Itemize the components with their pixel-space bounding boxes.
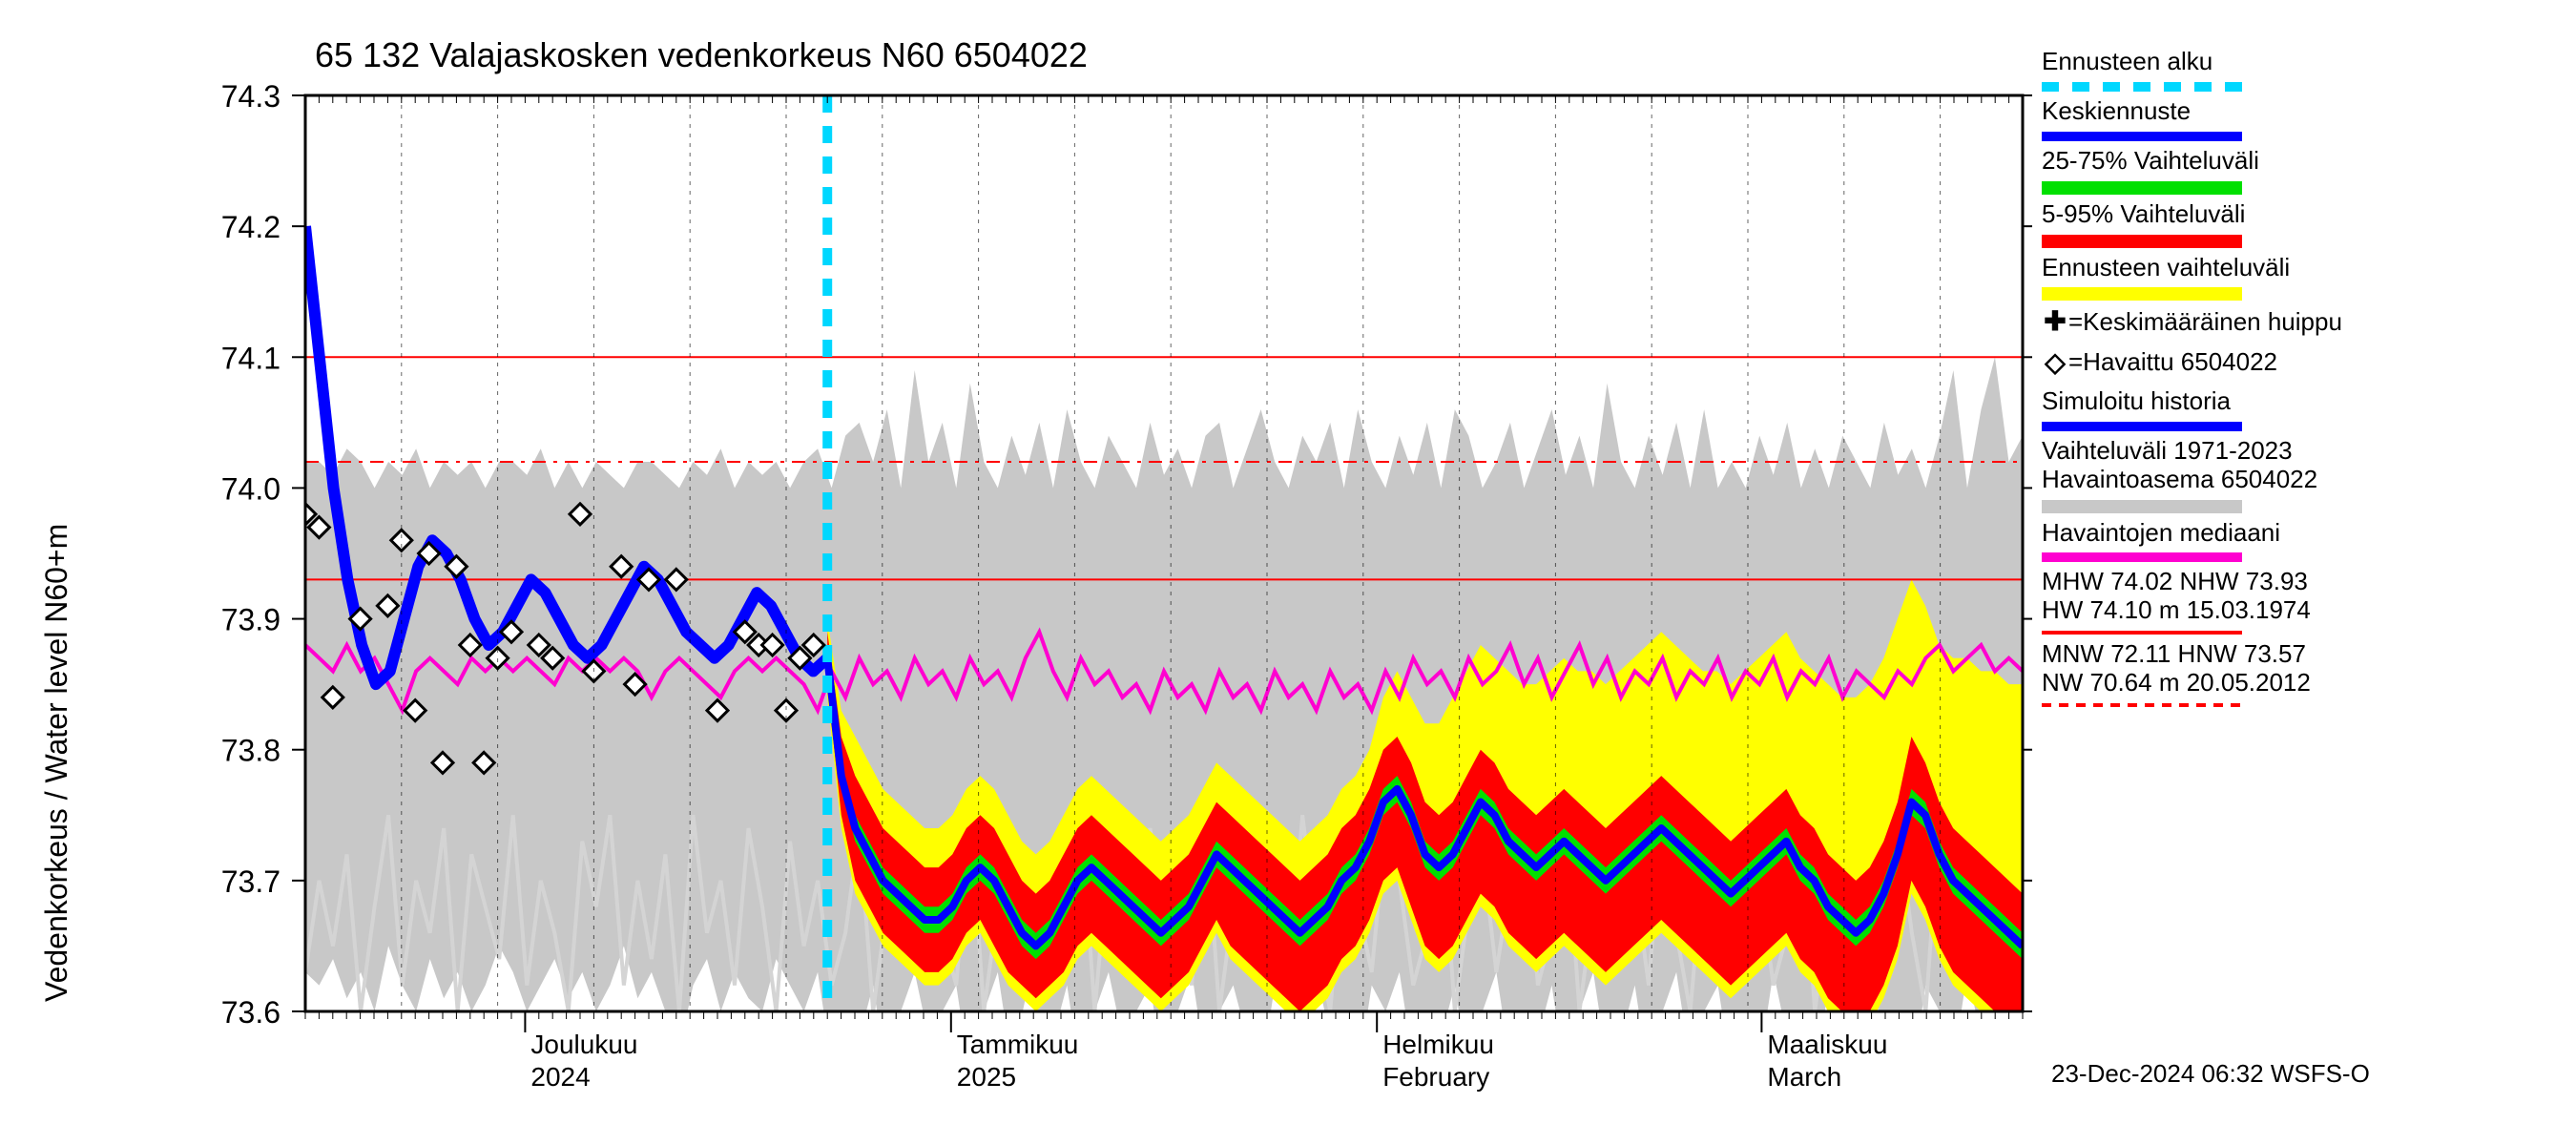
legend-label: Ennusteen alku <box>2042 48 2557 76</box>
legend-item: HW 74.10 m 15.03.1974 <box>2042 596 2557 635</box>
legend-swatch <box>2042 552 2242 562</box>
legend-label: MNW 72.11 HNW 73.57 <box>2042 640 2557 669</box>
legend-item: Havaintojen mediaani <box>2042 519 2557 563</box>
y-tick-label: 73.8 <box>221 734 280 768</box>
y-tick-label: 74.0 <box>221 471 280 506</box>
legend-item: ◇=Havaittu 6504022 <box>2042 347 2557 378</box>
y-axis-label: Vedenkorkeus / Water level N60+m <box>39 524 73 1002</box>
legend-label: =Havaittu 6504022 <box>2068 348 2277 377</box>
legend-item: Vaihteluväli 1971-2023 <box>2042 437 2557 466</box>
month-sublabel: 2025 <box>957 1062 1016 1092</box>
legend-item: 5-95% Vaihteluväli <box>2042 200 2557 248</box>
month-sublabel: 2024 <box>530 1062 590 1092</box>
legend-swatch <box>2042 235 2242 248</box>
legend-label: Ennusteen vaihteluväli <box>2042 254 2557 282</box>
legend-item: NW 70.64 m 20.05.2012 <box>2042 669 2557 707</box>
legend: Ennusteen alku Keskiennuste 25-75% Vaihtel… <box>2042 48 2557 713</box>
y-tick-label: 73.7 <box>221 864 280 899</box>
legend-item: MNW 72.11 HNW 73.57 <box>2042 640 2557 669</box>
legend-swatch <box>2042 703 2242 707</box>
legend-swatch <box>2042 500 2242 513</box>
timestamp-label: 23-Dec-2024 06:32 WSFS-O <box>2051 1059 2370 1089</box>
legend-item: MHW 74.02 NHW 73.93 <box>2042 568 2557 596</box>
legend-symbol: ◇ <box>2042 347 2068 378</box>
chart-title: 65 132 Valajaskosken vedenkorkeus N60 65… <box>315 35 1088 74</box>
legend-label: Havaintojen mediaani <box>2042 519 2557 548</box>
month-label: Joulukuu <box>530 1030 637 1059</box>
legend-label: Havaintoasema 6504022 <box>2042 466 2557 494</box>
legend-label: NW 70.64 m 20.05.2012 <box>2042 669 2557 697</box>
legend-label: =Keskimääräinen huippu <box>2068 308 2342 337</box>
legend-item: Ennusteen vaihteluväli <box>2042 254 2557 302</box>
y-tick-label: 74.3 <box>221 79 280 114</box>
y-tick-label: 73.9 <box>221 603 280 637</box>
legend-swatch <box>2042 82 2242 92</box>
legend-item: ✚=Keskimääräinen huippu <box>2042 306 2557 337</box>
legend-swatch <box>2042 287 2242 301</box>
chart-root: 73.6 73.7 73.8 73.9 74.0 74.1 74.2 74.3 Joulukuu… <box>0 0 2576 1145</box>
y-tick-label: 74.2 <box>221 210 280 244</box>
legend-item: 25-75% Vaihteluväli <box>2042 147 2557 195</box>
legend-item: Havaintoasema 6504022 <box>2042 466 2557 513</box>
month-sublabel: February <box>1382 1062 1489 1092</box>
month-label: Helmikuu <box>1382 1030 1494 1059</box>
legend-symbol: ✚ <box>2042 306 2068 337</box>
legend-label: MHW 74.02 NHW 73.93 <box>2042 568 2557 596</box>
month-label: Tammikuu <box>957 1030 1079 1059</box>
legend-swatch <box>2042 631 2242 635</box>
legend-label: 5-95% Vaihteluväli <box>2042 200 2557 229</box>
y-tick-label: 74.1 <box>221 341 280 375</box>
legend-swatch <box>2042 132 2242 141</box>
legend-item: Simuloitu historia <box>2042 387 2557 431</box>
legend-swatch <box>2042 181 2242 195</box>
legend-item: Keskiennuste <box>2042 97 2557 141</box>
legend-label: 25-75% Vaihteluväli <box>2042 147 2557 176</box>
y-tick-label: 73.6 <box>221 995 280 1030</box>
legend-item: Ennusteen alku <box>2042 48 2557 92</box>
legend-label: HW 74.10 m 15.03.1974 <box>2042 596 2557 625</box>
month-sublabel: March <box>1767 1062 1841 1092</box>
month-label: Maaliskuu <box>1767 1030 1887 1059</box>
legend-label: Keskiennuste <box>2042 97 2557 126</box>
legend-label: Vaihteluväli 1971-2023 <box>2042 437 2557 466</box>
legend-swatch <box>2042 422 2242 431</box>
legend-label: Simuloitu historia <box>2042 387 2557 416</box>
